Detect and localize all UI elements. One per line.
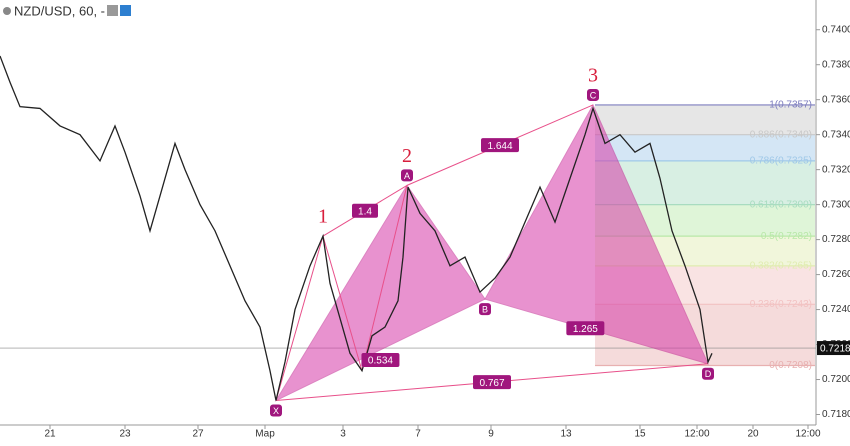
ratio-box — [352, 203, 378, 218]
pattern-point-label: B — [482, 304, 488, 314]
ratio-label: 0.767 — [479, 378, 504, 389]
y-tick-label: 0.7200 — [822, 374, 850, 385]
pattern-point-label: X — [273, 406, 279, 416]
pattern-point — [401, 169, 413, 182]
fib-label: 0.786(0.7325) — [750, 156, 812, 167]
x-tick-label: 12:00 — [684, 429, 709, 440]
ratio-box — [566, 321, 605, 336]
x-tick-label: 23 — [119, 429, 131, 440]
wave-label: 3 — [588, 65, 598, 87]
ratio-label: 1.644 — [487, 141, 512, 152]
x-tick-label: 20 — [747, 429, 759, 440]
y-tick-label: 0.7320 — [822, 164, 850, 175]
fib-label: 0.886(0.7340) — [750, 129, 812, 140]
y-tick-label: 0.7360 — [822, 94, 850, 105]
pattern-leg — [275, 235, 324, 401]
x-tick-label: 3 — [340, 429, 346, 440]
chart-title: NZD/USD, 60, - — [14, 3, 105, 18]
wave-label: 2 — [402, 145, 412, 167]
y-tick-label: 0.7180 — [822, 409, 850, 420]
pattern-leg — [322, 235, 363, 371]
x-tick-label: 9 — [488, 429, 494, 440]
y-tick-label: 0.7400 — [822, 24, 850, 35]
last-price-label: 0.7218 — [820, 344, 850, 355]
header-bg — [0, 0, 138, 22]
ratio-label: 1.265 — [573, 324, 598, 335]
y-tick-label: 0.7380 — [822, 59, 850, 70]
fib-zone — [595, 104, 815, 135]
x-tick-label: 21 — [44, 429, 56, 440]
y-tick-label: 0.7240 — [822, 304, 850, 315]
x-tick-label: 7 — [415, 429, 421, 440]
pattern-point — [270, 404, 282, 417]
settings-icon[interactable] — [107, 5, 118, 16]
fib-label: 0.236(0.7243) — [750, 299, 812, 310]
pattern-point — [479, 303, 491, 316]
x-tick-label: 12:00 — [795, 429, 820, 440]
last-price-tag — [817, 341, 850, 356]
x-tick-label: Мар — [255, 429, 275, 440]
ratio-box — [473, 375, 511, 390]
ratio-box — [481, 138, 519, 153]
fib-label: 0.5(0.7282) — [761, 231, 812, 242]
x-tick-label: 13 — [560, 429, 572, 440]
gear-icon[interactable] — [120, 5, 131, 16]
pattern-point — [702, 367, 714, 380]
pattern-point-label: D — [705, 369, 712, 379]
y-tick-label: 0.7340 — [822, 129, 850, 140]
y-tick-label: 0.7300 — [822, 199, 850, 210]
fib-label: 0.618(0.7300) — [750, 199, 812, 210]
fib-label: 0(0.7208) — [769, 360, 812, 371]
x-tick-label: 27 — [192, 429, 204, 440]
pattern-point — [587, 88, 599, 101]
wave-label: 1 — [318, 206, 328, 228]
fib-label: 0.382(0.7265) — [750, 260, 812, 271]
price-line — [0, 55, 713, 401]
symbol-icon — [3, 7, 11, 15]
ratio-box — [361, 353, 400, 368]
ratio-label: 0.534 — [368, 356, 393, 367]
pattern-point-label: A — [404, 171, 410, 181]
x-tick-label: 15 — [634, 429, 646, 440]
y-tick-label: 0.7260 — [822, 269, 850, 280]
pattern-point-label: C — [590, 90, 597, 100]
y-tick-label: 0.7280 — [822, 234, 850, 245]
fib-label: 1(0.7357) — [769, 100, 812, 111]
pattern-leg — [361, 185, 408, 371]
plot: 1(0.7357) 0.886(0.7340) 0.786(0.7325) 0.618… — [0, 55, 816, 417]
ratio-label: 1.4 — [358, 206, 372, 217]
